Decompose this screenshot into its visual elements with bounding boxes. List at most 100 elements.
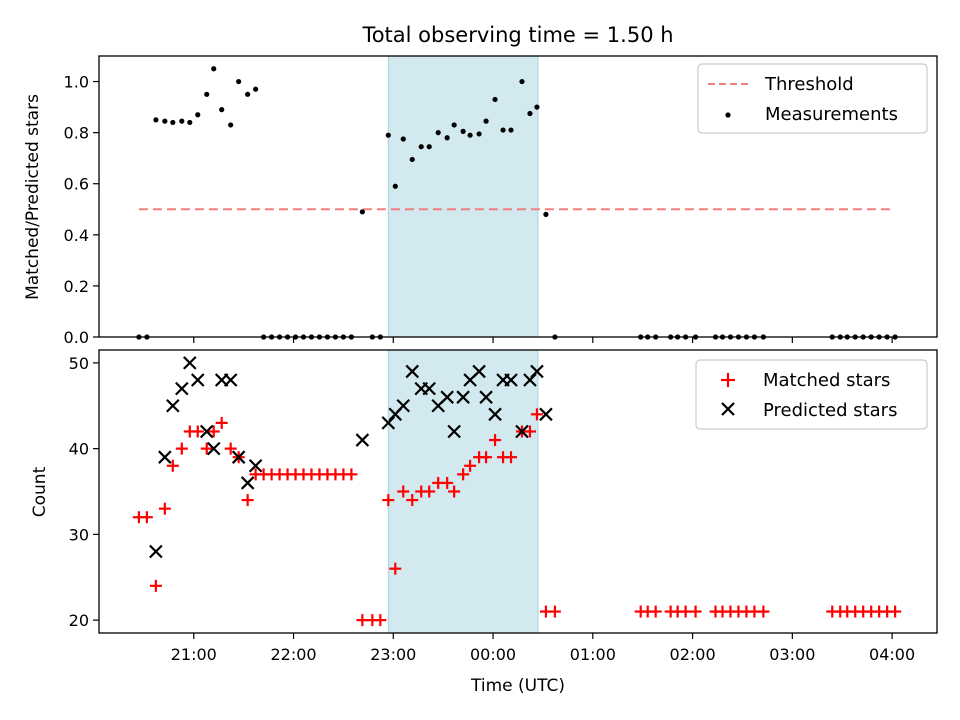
top-y-tick-label: 0.8 [64, 124, 89, 143]
measurement-point [426, 144, 432, 150]
top-plot-frame [98, 55, 938, 338]
predicted-star-point [231, 450, 246, 464]
matched-star-point [397, 485, 410, 498]
predicted-star-point [355, 433, 370, 447]
predicted-star-point [479, 390, 493, 404]
matched-star-point [215, 416, 228, 429]
legend-matched-label: Matched stars [763, 370, 890, 391]
measurement-point [253, 86, 259, 92]
matched-star-point [457, 468, 470, 481]
measurement-point [195, 112, 201, 118]
matched-star-point [523, 425, 536, 438]
measurement-point [236, 78, 242, 85]
bottom-legend: Matched stars Predicted stars [695, 359, 928, 430]
predicted-star-point [488, 407, 502, 422]
predicted-star-point [447, 424, 461, 439]
measurement-point [153, 117, 159, 123]
matched-star-point [224, 442, 237, 455]
predicted-star-point [405, 364, 420, 379]
measurement-point [392, 183, 398, 189]
measurement-point [359, 209, 365, 215]
measurement-point [409, 156, 415, 163]
matched-star-point [889, 605, 902, 618]
measurement-point [500, 127, 506, 133]
top-legend: Threshold Measurements [697, 63, 928, 134]
matched-star-point [464, 459, 477, 472]
measurement-point [519, 78, 525, 85]
predicted-star-point [440, 390, 454, 404]
matched-star-point [241, 494, 254, 507]
matched-star-point [158, 502, 171, 515]
matched-star-point [191, 425, 204, 438]
matched-star-point [489, 434, 502, 447]
bottom-x-tick-label: 23:00 [370, 645, 416, 664]
matched-star-point [175, 442, 188, 455]
measurement-point [451, 122, 457, 128]
measurement-point [543, 211, 549, 217]
matched-star-point [374, 614, 387, 627]
matched-star-point [649, 605, 662, 618]
bottom-y-ticks: 20 30 40 50 [69, 354, 99, 630]
top-shaded-span [387, 55, 539, 338]
top-y-tick-label: 0.6 [64, 175, 89, 194]
top-chart-title: Total observing time = 1.50 h [361, 23, 673, 47]
matched-star-point [448, 485, 461, 498]
bottom-x-tick-label: 04:00 [869, 645, 915, 664]
legend-measurements-swatch [725, 112, 731, 118]
top-x-ticks [193, 337, 893, 343]
bottom-x-tick-label: 03:00 [769, 645, 815, 664]
measurement-point [418, 144, 424, 150]
predicted-star-point [166, 398, 180, 413]
matched-star-point [480, 451, 493, 464]
predicted-star-point [381, 416, 396, 430]
predicted-star-point [175, 381, 189, 396]
top-y-tick-label: 0.0 [64, 328, 89, 347]
matched-star-point [406, 494, 419, 507]
matched-star-point [149, 579, 162, 592]
bottom-y-axis-label: Count [30, 466, 50, 517]
measurement-point [444, 135, 450, 141]
bottom-x-axis-label: Time (UTC) [470, 676, 565, 696]
predicted-star-point [183, 356, 197, 370]
top-y-tick-label: 0.2 [64, 277, 89, 296]
matched-star-point [140, 511, 153, 524]
bottom-x-tick-label: 02:00 [670, 645, 716, 664]
matched-star-point [505, 451, 518, 464]
matched-star-point [689, 605, 702, 618]
measurement-point [228, 122, 234, 128]
matched-star-point [423, 485, 436, 498]
matched-star-point [548, 605, 561, 618]
predicted-star-point [199, 424, 214, 439]
measurement-point [467, 132, 473, 138]
measurement-point [187, 119, 193, 126]
predicted-star-point [396, 398, 411, 413]
predicted-star-point [149, 544, 163, 559]
bottom-plot-marks [132, 356, 902, 627]
measurement-point [492, 96, 498, 103]
bottom-panel: 20 30 40 50 21:00 22:00 23:00 00:00 01:00 02:00 0… [30, 349, 938, 696]
predicted-star-point [240, 476, 255, 490]
matched-star-point [757, 605, 770, 618]
bottom-x-tick-label: 01:00 [570, 645, 616, 664]
legend-matched-swatch [721, 373, 735, 387]
predicted-star-point [206, 441, 221, 456]
bottom-shaded-span [387, 349, 539, 634]
top-y-axis-label: Matched/Predicted stars [23, 94, 43, 300]
matched-star-point [389, 562, 402, 575]
matched-star-point [200, 442, 213, 455]
top-y-tick-label: 1.0 [64, 73, 89, 92]
measurement-point [400, 136, 406, 142]
legend-predicted-label: Predicted stars [763, 400, 897, 421]
measurement-point [476, 131, 482, 137]
predicted-star-point [504, 373, 518, 387]
predicted-star-point [190, 373, 205, 387]
measurement-point [211, 66, 217, 72]
predicted-star-point [158, 450, 172, 464]
measurement-point [385, 132, 391, 138]
predicted-star-point [523, 373, 537, 387]
bottom-y-tick-label: 40 [69, 440, 89, 459]
matched-star-point [345, 468, 358, 481]
top-panel: Total observing time = 1.50 h 0.00.20.40… [23, 23, 938, 347]
measurement-point [219, 107, 225, 113]
